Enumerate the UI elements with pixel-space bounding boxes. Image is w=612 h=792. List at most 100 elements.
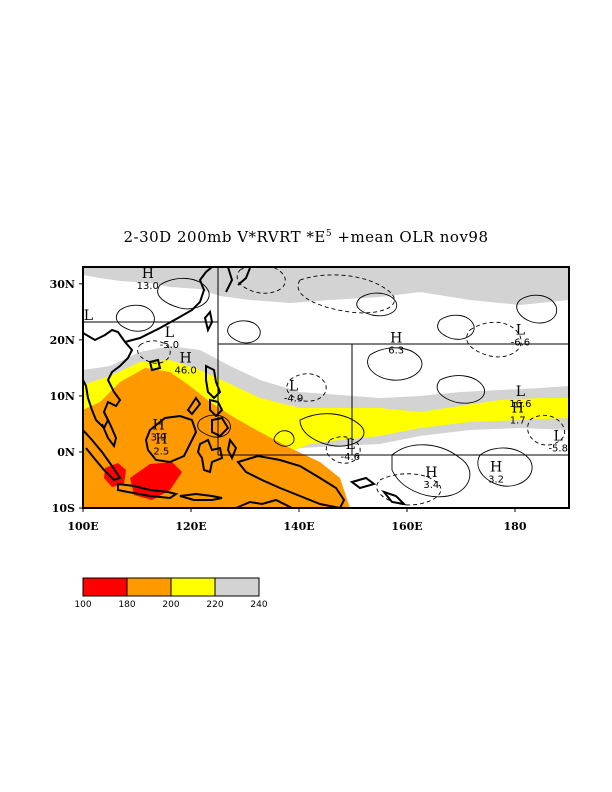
contour-solid-2: [367, 347, 423, 381]
colorbar-label: 180: [118, 600, 135, 610]
high-marker: H: [179, 350, 191, 366]
olr-colorbar: 100 180 200 220 240: [74, 577, 268, 610]
y-tick-label: 30N: [50, 278, 75, 291]
coastlines: [83, 267, 407, 508]
coast-sulawesi: [196, 438, 224, 474]
high-marker: H: [425, 465, 437, 481]
olr-grey-north: [83, 267, 569, 305]
contour-dashed-7: [376, 473, 442, 506]
colorbar-swatch: [82, 577, 128, 597]
coast-visayas: [209, 398, 224, 418]
y-tick-label: 0N: [57, 446, 75, 459]
high-marker: H: [142, 266, 154, 282]
coast-borneo: [144, 414, 198, 464]
low-marker: L: [84, 308, 93, 324]
reference-lines: [83, 267, 569, 456]
coast-taiwan: [203, 309, 214, 333]
extremum-value: 3.2: [488, 475, 504, 486]
high-marker: H: [512, 401, 524, 417]
x-tick-label: 100E: [67, 520, 98, 533]
colorbar-swatch: [126, 577, 172, 597]
contour-dashed-2: [286, 373, 327, 402]
contour-solid-3: [436, 375, 485, 404]
contour-solid-7: [227, 320, 261, 344]
contour-solid-4: [391, 444, 471, 498]
extrema-layer: H13.0LL-5.0H46.0L-4.9H6.3L-6.6L16.6H1.7L…: [84, 266, 568, 491]
contour-solid-10: [437, 314, 475, 340]
x-tick-label: 160E: [391, 520, 422, 533]
contour-dashed-3: [466, 321, 522, 358]
x-tick-label: 180: [504, 520, 527, 533]
coast-java: [117, 482, 179, 500]
y-axis-ticks: 30N 20N 10N 0N 10S: [50, 278, 83, 515]
contour-solid-11: [356, 292, 398, 317]
olr-shading: [83, 267, 569, 508]
y-tick-label: 10S: [52, 502, 75, 515]
extremum-value: -4.9: [284, 393, 304, 404]
high-marker: H: [390, 331, 402, 347]
extremum-value: 46.0: [174, 365, 196, 376]
colorbar-swatch: [214, 577, 260, 597]
low-marker: L: [346, 437, 355, 453]
high-marker: H: [155, 432, 167, 448]
contour-solid-5: [477, 447, 533, 487]
low-marker: L: [516, 322, 525, 338]
extremum-value: 2.5: [153, 447, 169, 458]
coast-maluku: [226, 437, 238, 461]
colorbar-label: 100: [74, 600, 91, 610]
coast-korea: [225, 267, 234, 293]
extremum-value: -4.6: [341, 452, 361, 463]
y-tick-label: 10N: [50, 390, 75, 403]
extremum-value: 3.4: [423, 480, 439, 491]
coast-asia-mainland: [83, 328, 134, 430]
coast-palawan: [186, 396, 202, 416]
extremum-value: 13.0: [137, 281, 159, 292]
extremum-value: -6.6: [511, 337, 531, 348]
map-title: 2-30D 200mb V*RVRT *E5 +mean OLR nov98: [0, 228, 612, 246]
coast-china-east: [124, 267, 213, 343]
coast-new-britain: [349, 476, 377, 490]
contour-lines: [116, 267, 566, 506]
high-marker: H: [152, 418, 164, 434]
low-marker: L: [165, 325, 174, 341]
coast-new-guinea: [236, 454, 346, 508]
high-marker: H: [490, 460, 502, 476]
olr-red-1: [104, 463, 126, 487]
coast-hainan: [148, 358, 162, 372]
colorbar-label: 220: [206, 600, 223, 610]
x-tick-label: 140E: [283, 520, 314, 533]
x-tick-label: 120E: [175, 520, 206, 533]
extremum-value: 1.7: [510, 416, 526, 427]
coast-malay-peninsula: [101, 411, 118, 449]
coast-sumatra: [83, 429, 122, 482]
colorbar-swatch: [170, 577, 216, 597]
colorbar-label: 240: [250, 600, 267, 610]
contour-solid-13: [116, 304, 155, 332]
coast-luzon: [205, 364, 222, 400]
contour-dashed-4: [325, 436, 361, 464]
contour-solid-1: [299, 413, 365, 447]
contour-solid-8: [273, 430, 295, 447]
extremum-value: 16.6: [509, 399, 531, 410]
extremum-value: 6.3: [388, 346, 404, 357]
low-marker: L: [289, 378, 298, 394]
title-main: 2-30D 200mb V*RVRT *E: [123, 228, 326, 246]
coast-solomons: [381, 489, 407, 506]
title-rest: +mean OLR nov98: [332, 228, 489, 246]
contour-solid-6: [157, 278, 210, 310]
extremum-value: -5.8: [548, 444, 568, 455]
contour-dashed-1: [297, 274, 395, 314]
coast-lesser-sundas: [179, 492, 223, 501]
extremum-value: 3.9: [151, 433, 167, 444]
y-tick-label: 20N: [50, 334, 75, 347]
colorbar-label: 200: [162, 600, 179, 610]
olr-red-2: [130, 462, 182, 500]
low-marker: L: [554, 429, 563, 445]
coast-australia-north: [235, 498, 293, 508]
contour-dashed-5: [527, 414, 566, 446]
low-marker: L: [516, 384, 525, 400]
coast-mindanao: [211, 416, 230, 438]
coast-japan: [237, 267, 251, 286]
contour-solid-9: [516, 294, 558, 324]
